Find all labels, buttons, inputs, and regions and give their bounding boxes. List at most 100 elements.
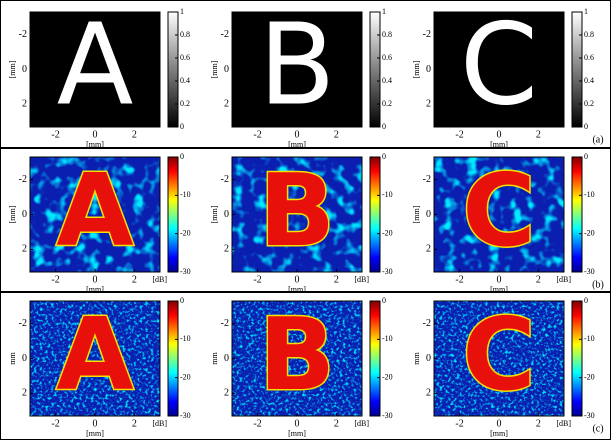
- row-label: (c): [592, 423, 603, 434]
- y-tick-label: 2: [426, 388, 431, 399]
- colorbar-tick-label: 0: [180, 152, 184, 161]
- y-tick-label: 2: [22, 244, 27, 255]
- letter: B: [259, 296, 335, 413]
- x-tick-label: 0: [93, 129, 98, 140]
- y-tick-label: 2: [22, 99, 27, 110]
- colorbar: [168, 301, 178, 416]
- colorbar-tick-label: -20: [584, 372, 595, 381]
- y-tick-label: 2: [426, 99, 431, 110]
- figure: (a)A-202[mm]-202[mm]10.80.60.40.20B-202[…: [0, 0, 611, 440]
- colorbar-tick-label: 0.6: [584, 53, 594, 62]
- x-tick-label: 0: [497, 418, 502, 429]
- letter: A: [56, 296, 133, 413]
- y-tick-label: -2: [19, 318, 27, 329]
- colorbar-tick-label: 0.6: [382, 53, 392, 62]
- x-axis-label: [mm]: [288, 429, 306, 438]
- colorbar-tick-label: -20: [180, 228, 191, 237]
- y-axis-label: [mm]: [8, 205, 17, 223]
- colorbar-tick-label: -30: [382, 411, 393, 420]
- y-tick-label: -2: [19, 29, 27, 40]
- x-tick-label: -2: [455, 274, 463, 285]
- x-tick-label: 2: [334, 418, 339, 429]
- x-tick-label: 2: [132, 129, 137, 140]
- x-tick-label: 0: [497, 129, 502, 140]
- colorbar: [572, 157, 582, 272]
- colorbar-tick-label: -30: [180, 267, 191, 276]
- x-tick-label: 0: [497, 274, 502, 285]
- colorbar-tick-label: 0: [382, 296, 386, 305]
- colorbar-tick-label: -30: [584, 267, 595, 276]
- y-tick-label: -2: [423, 29, 431, 40]
- y-axis-label: mm: [412, 352, 421, 365]
- row-label: (a): [592, 134, 603, 145]
- y-tick-label: -2: [19, 174, 27, 185]
- y-tick-label: 0: [224, 64, 229, 75]
- letter: B: [259, 152, 335, 269]
- x-tick-label: 2: [334, 129, 339, 140]
- colorbar-tick-label: 0.2: [584, 99, 594, 108]
- y-tick-label: 0: [224, 209, 229, 220]
- colorbar-unit: [dB]: [152, 275, 167, 284]
- colorbar-tick-label: -20: [382, 372, 393, 381]
- y-tick-label: 2: [224, 99, 229, 110]
- y-tick-label: 0: [426, 353, 431, 364]
- colorbar-tick-label: 0.4: [584, 76, 594, 85]
- x-tick-label: -2: [51, 418, 59, 429]
- colorbar-tick-label: -20: [382, 228, 393, 237]
- colorbar-tick-label: 1: [180, 7, 184, 16]
- colorbar-tick-label: 0: [180, 122, 184, 131]
- y-tick-label: 2: [224, 388, 229, 399]
- letter: A: [56, 152, 133, 269]
- colorbar-tick-label: -20: [180, 372, 191, 381]
- y-tick-label: -2: [423, 318, 431, 329]
- y-tick-label: 0: [22, 209, 27, 220]
- x-tick-label: 0: [93, 418, 98, 429]
- colorbar-unit: [dB]: [556, 275, 571, 284]
- colorbar-unit: [dB]: [152, 419, 167, 428]
- colorbar-tick-label: 0.8: [382, 30, 392, 39]
- colorbar-tick-label: 0: [382, 122, 386, 131]
- x-tick-label: 2: [536, 418, 541, 429]
- colorbar-tick-label: 0.8: [180, 30, 190, 39]
- colorbar: [572, 12, 582, 127]
- y-tick-label: 0: [426, 209, 431, 220]
- letter: A: [57, 0, 134, 130]
- y-tick-label: -2: [221, 174, 229, 185]
- colorbar-tick-label: 0.8: [584, 30, 594, 39]
- x-tick-label: 0: [295, 418, 300, 429]
- colorbar: [168, 157, 178, 272]
- colorbar: [370, 12, 380, 127]
- y-axis-label: [mm]: [8, 60, 17, 78]
- colorbar-tick-label: 0: [584, 152, 588, 161]
- colorbar-tick-label: -10: [584, 190, 595, 199]
- x-tick-label: -2: [253, 274, 261, 285]
- y-tick-label: 0: [22, 64, 27, 75]
- x-tick-label: 2: [132, 274, 137, 285]
- letter: B: [259, 0, 336, 130]
- colorbar: [168, 12, 178, 127]
- colorbar-tick-label: -10: [382, 190, 393, 199]
- colorbar-unit: [dB]: [354, 419, 369, 428]
- y-tick-label: 2: [224, 244, 229, 255]
- x-tick-label: 2: [132, 418, 137, 429]
- x-tick-label: -2: [253, 129, 261, 140]
- y-axis-label: [mm]: [210, 205, 219, 223]
- x-tick-label: 2: [334, 274, 339, 285]
- colorbar-tick-label: 0: [584, 296, 588, 305]
- colorbar-tick-label: 1: [584, 7, 588, 16]
- y-tick-label: -2: [423, 174, 431, 185]
- y-axis-label: [mm]: [412, 205, 421, 223]
- y-tick-label: 2: [426, 244, 431, 255]
- colorbar-tick-label: 0: [180, 296, 184, 305]
- colorbar-tick-label: 1: [382, 7, 386, 16]
- x-axis-label: [mm]: [86, 140, 104, 149]
- x-tick-label: 0: [295, 274, 300, 285]
- letter: C: [462, 152, 535, 269]
- colorbar-tick-label: -30: [584, 411, 595, 420]
- colorbar-tick-label: 0.2: [382, 99, 392, 108]
- y-tick-label: -2: [221, 29, 229, 40]
- y-tick-label: 2: [22, 388, 27, 399]
- y-axis-label: mm: [8, 352, 17, 365]
- colorbar-tick-label: -10: [180, 334, 191, 343]
- x-tick-label: 2: [536, 274, 541, 285]
